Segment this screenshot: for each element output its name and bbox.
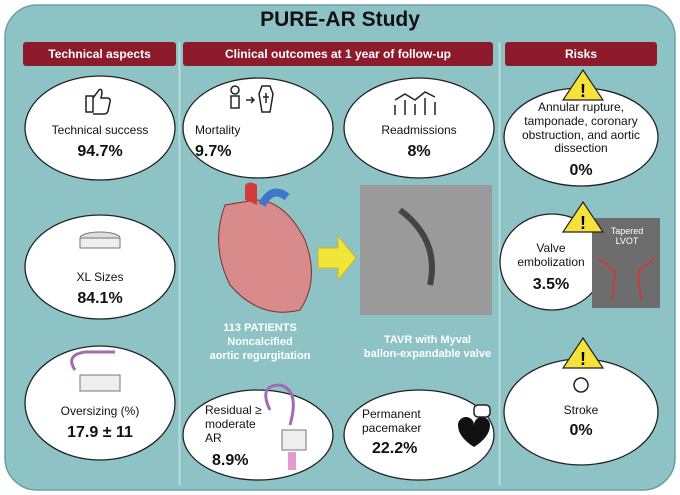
warning-marks: ! ! ! [580,81,586,369]
metric-value: 22.2% [372,440,418,457]
patients-text: Noncalcified [227,336,293,348]
readmissions-icon [394,91,436,115]
risk-label: Stroke [563,403,599,417]
column-header: Risks [505,42,657,66]
ellipse [182,77,334,179]
catheter [70,350,115,371]
metric-label: Permanent pacemaker [362,407,422,435]
risk-label: Valve embolization [517,241,585,269]
metric-value: 17.9 ± 11 [67,424,133,441]
metric-label: Residual ≥ moderate AR [205,403,262,445]
metric-label: Technical success [51,123,149,137]
metric-value: 84.1% [77,290,123,307]
thumbs-up-icon [85,88,111,115]
warnings [561,68,605,369]
ellipse [343,389,495,481]
metric-label: Mortality [195,123,241,137]
ellipse [24,214,176,320]
brain-icon [573,377,589,393]
ellipse [24,345,176,461]
patients-text: 113 PATIENTS [223,322,297,334]
risk-value: 0% [569,162,593,179]
warning-icon [561,336,605,369]
image-label: Tapered LVOT [610,226,644,247]
catheter-shadow [398,207,435,286]
arrow [317,234,357,282]
risk-label: Annular rupture, tamponade, coronary obs… [521,100,641,156]
risk-value: 3.5% [532,276,570,293]
title: PURE-AR Study [260,8,420,31]
exclamation: ! [580,213,586,233]
valve-icon [79,374,121,392]
valve-icon [79,237,121,249]
risk-value: 0% [569,422,593,439]
color-bar [288,452,296,470]
warning-icon [561,68,605,101]
metric-value: 9.7% [195,143,232,160]
column-header: Technical aspects [23,42,176,66]
procedure-text: ballon-expandable valve [363,348,492,360]
aorta [245,182,257,205]
warning-icon [561,200,605,233]
column-header: Clinical outcomes at 1 year of follow-up [183,42,493,66]
metric-label: XL Sizes [76,270,124,284]
ellipse [24,75,176,181]
valve-icon [281,429,307,451]
heart-illustration [218,199,312,313]
mortality-icon [230,85,274,113]
metric-value: 8% [407,143,431,160]
exclamation: ! [580,81,586,101]
patients-text: aortic regurgitation [209,350,311,362]
metric-value: 94.7% [77,143,123,160]
exclamation: ! [580,349,586,369]
lvot-outline [597,257,655,301]
pacemaker-icon [473,404,491,418]
ellipse [343,77,495,179]
procedure-text: TAVR with Myval [384,334,471,346]
metric-value: 8.9% [212,452,249,469]
pulmonary-artery [258,188,290,207]
catheter [264,383,295,426]
fluoroscopy-image [360,185,492,315]
pacemaker-icon [458,417,490,447]
metric-label: Oversizing (%) [60,404,140,418]
ellipses [24,75,659,481]
metric-label: Readmissions [381,123,457,137]
